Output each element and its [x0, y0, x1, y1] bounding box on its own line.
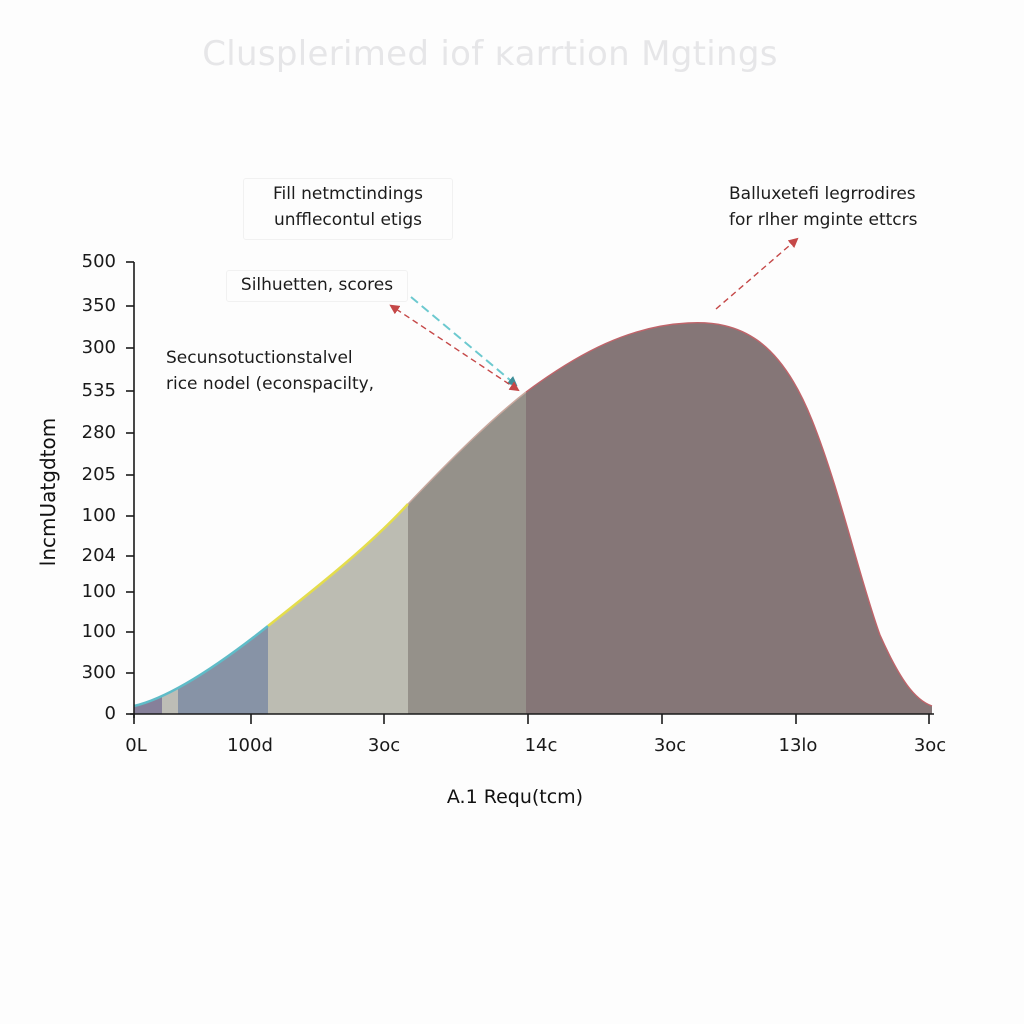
y-tick-label: 0	[104, 703, 116, 724]
curve-edge-red	[525, 322, 933, 707]
x-tick-label: 14c	[524, 735, 558, 756]
band-4	[268, 322, 408, 714]
band-3	[178, 322, 268, 714]
band-1	[134, 322, 162, 714]
y-tick-label: 535	[81, 380, 116, 401]
curve-edge-tan	[407, 391, 527, 505]
y-tick-label: 300	[81, 337, 116, 358]
area-bands	[134, 322, 932, 714]
annotation-secunso-line1: Secunsotuctionstalvel	[166, 348, 353, 368]
y-tick-label: 500	[81, 251, 116, 272]
annotation-balluxetefi-line1: Balluxeteﬁ legrrodires	[729, 184, 916, 204]
annotation-fill: Fill netmctindings unfflecontul etigs	[243, 178, 453, 240]
y-tick-label: 350	[81, 295, 116, 316]
x-axis-label: A.1 Requ(tcm)	[446, 786, 584, 808]
x-tick-label: 13lo	[778, 735, 818, 756]
y-axis-label: lncmUatgdtom	[36, 417, 60, 567]
y-tick-label: 205	[81, 464, 116, 485]
annotation-silhouette-line1: Silhuetten, scores	[240, 275, 394, 295]
x-tick-label: 3oc	[653, 735, 687, 756]
annotation-fill-line1: Fill netmctindings	[272, 184, 424, 204]
x-axis	[130, 713, 934, 724]
annotation-silhouette: Silhuetten, scores	[226, 270, 408, 302]
x-tick-label: 0L	[125, 735, 147, 756]
annotation-arrow-cyan	[410, 296, 518, 387]
annotation-balluxetefi-line2: for rlher mginte ettcrs	[729, 210, 918, 230]
band-6	[526, 322, 932, 714]
x-tick-label: 3oc	[367, 735, 401, 756]
y-tick-label: 100	[81, 621, 116, 642]
y-tick-label: 280	[81, 422, 116, 443]
annotation-secunso-line2: rice nodel (econspacilty,	[166, 374, 375, 394]
x-tick-label: 100d	[227, 735, 273, 756]
curve-edge-yellow	[267, 503, 409, 627]
x-tick-label: 3oc	[913, 735, 947, 756]
annotation-arrow-red-up	[715, 237, 799, 310]
annotation-secunso: Secunsotuctionstalvel rice nodel (econsp…	[166, 345, 374, 397]
chart-title: Clusplerimed iof ĸarrtion Mgtings	[202, 34, 778, 74]
y-tick-label: 100	[81, 505, 116, 526]
annotation-fill-line2: unfflecontul etigs	[273, 210, 423, 230]
y-tick-label: 100	[81, 581, 116, 602]
y-tick-label: 204	[81, 545, 116, 566]
annotation-arrow-red-double	[389, 304, 520, 392]
curve-edge-cyan	[133, 625, 269, 708]
y-tick-label: 300	[81, 662, 116, 683]
annotation-balluxetefi: Balluxeteﬁ legrrodires for rlher mginte …	[729, 181, 917, 233]
y-axis	[126, 261, 135, 718]
band-2	[162, 322, 178, 714]
